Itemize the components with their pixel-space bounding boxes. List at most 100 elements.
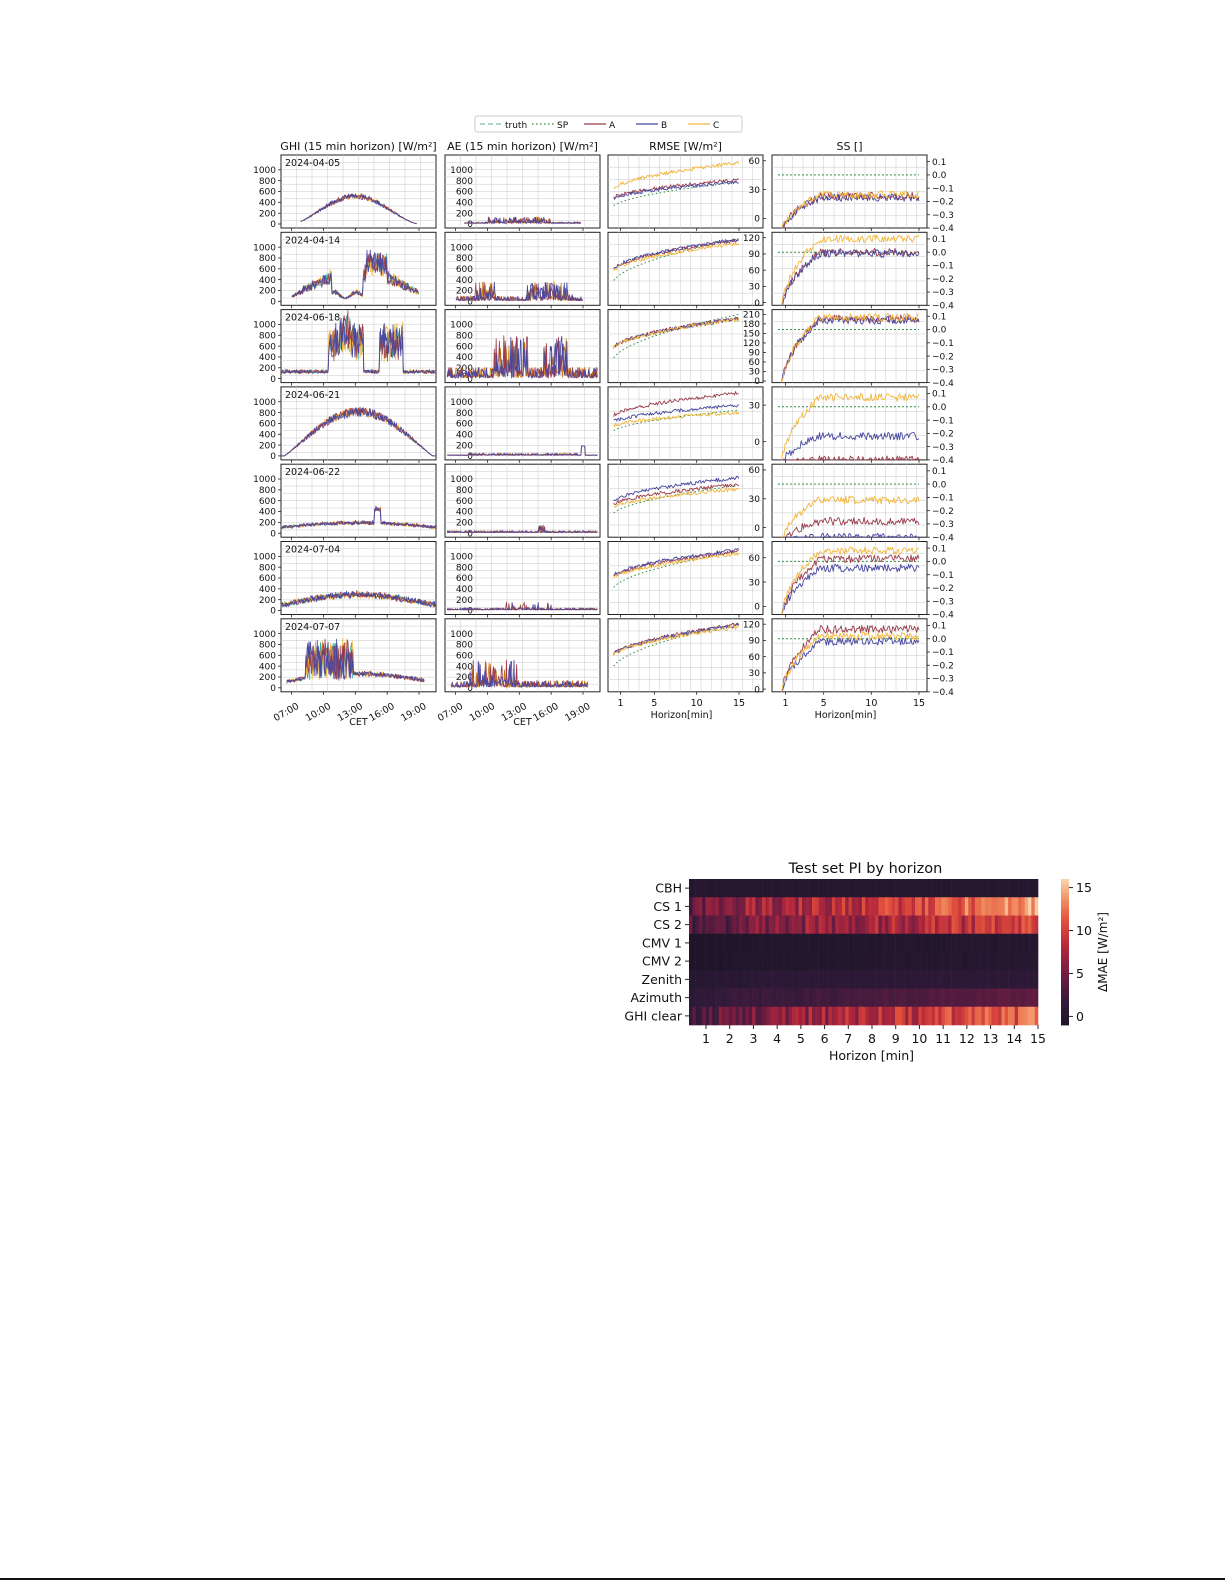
heatmap-cell: [838, 897, 843, 916]
heatmap-cell: [752, 879, 756, 898]
heatmap-cell: [845, 1006, 849, 1026]
heatmap-cell: [738, 915, 743, 935]
heatmap-cell: [748, 879, 753, 898]
heatmap-cell: [692, 952, 696, 971]
heatmap-cell: [695, 970, 700, 989]
legend-label-B: B: [661, 121, 667, 131]
heatmap-cell: [715, 952, 720, 971]
heatmap-cell: [762, 1006, 766, 1026]
heatmap-cell: [961, 879, 966, 898]
heatmap-cell: [948, 933, 952, 953]
heatmap-cell: [798, 952, 803, 971]
heatmap-cell: [1014, 1006, 1019, 1026]
ghi-ytick-label: 0: [270, 529, 276, 539]
heatmap-cell: [908, 1006, 912, 1026]
ghi-series-A: [281, 406, 436, 457]
heatmap-cell: [841, 897, 846, 916]
heatmap-cell: [924, 988, 929, 1008]
heatmap-cell: [1028, 1006, 1032, 1026]
heatmap-cell: [788, 988, 793, 1008]
heatmap-cell: [981, 915, 986, 935]
heatmap-cell: [841, 988, 846, 1008]
rmse-series-C: [613, 410, 740, 428]
heatmap-cell: [785, 897, 790, 916]
rmse-series-C: [613, 317, 740, 350]
heatmap-cell: [908, 933, 912, 953]
heatmap-cell: [928, 915, 932, 935]
heatmap-cell: [732, 988, 736, 1008]
ss-series-C: [781, 234, 920, 306]
heatmap-cell: [931, 1006, 936, 1026]
ghi-ytick-label: 1000: [253, 630, 276, 640]
heatmap-cell: [954, 970, 959, 989]
ss-panel-2024-06-21: −0.4 −0.3 −0.2 −0.1 0.0 0.1: [771, 386, 954, 466]
ss-ytick-label: 0.1: [932, 390, 946, 400]
heatmap-cell: [988, 988, 992, 1008]
heatmap-cell: [795, 970, 799, 989]
heatmap-cell: [738, 897, 743, 916]
heatmap-cell: [695, 897, 700, 916]
heatmap-cell: [748, 1006, 753, 1026]
heatmap-cell: [865, 879, 869, 898]
heatmap-cell: [828, 897, 833, 916]
heatmap-cell: [748, 933, 753, 953]
heatmap-cell: [891, 988, 896, 1008]
ghi-ytick-label: 400: [259, 662, 276, 672]
ss-ytick-label: −0.1: [932, 339, 954, 349]
heatmap-cell: [881, 915, 886, 935]
heatmap-cell: [885, 970, 889, 989]
rmse-ytick-label: 30: [749, 283, 761, 293]
heatmap-cell: [938, 1006, 942, 1026]
heatmap-cell: [1034, 915, 1039, 935]
colorbar-segment: [1061, 998, 1069, 1002]
heatmap-cell: [1028, 897, 1032, 916]
heatmap-cell: [1014, 915, 1019, 935]
heatmap-cell: [915, 952, 919, 971]
heatmap-cell: [895, 915, 899, 935]
heatmap-cell: [1018, 1006, 1022, 1026]
colorbar-segment: [1061, 932, 1069, 936]
heatmap-cell: [988, 1006, 992, 1026]
heatmap-cell: [702, 988, 706, 1008]
heatmap-cell: [821, 879, 826, 898]
heatmap-cell: [901, 970, 906, 989]
heatmap-cell: [958, 952, 962, 971]
heatmap-cell: [722, 879, 726, 898]
heatmap-cell: [792, 879, 796, 898]
heatmap-cell: [778, 933, 783, 953]
ss-xlabel: Horizon[min]: [815, 710, 877, 721]
heatmap-cell: [1014, 970, 1019, 989]
heatmap-cell: [1011, 1006, 1016, 1026]
heatmap-cell: [745, 879, 750, 898]
ghi-ytick-label: 400: [259, 353, 276, 363]
heatmap-cell: [838, 1006, 843, 1026]
heatmap-cell: [768, 933, 773, 953]
ss-ytick-label: −0.1: [932, 648, 954, 658]
heatmap-cell: [689, 1006, 693, 1026]
heatmap-cell: [964, 1006, 969, 1026]
ghi-ytick-label: 1000: [253, 398, 276, 408]
rmse-ytick-label: 90: [749, 349, 761, 359]
ghi-ytick-label: 200: [259, 596, 276, 606]
heatmap-cell: [1001, 1006, 1006, 1026]
heatmap-cell: [718, 879, 723, 898]
heatmap-cell: [718, 988, 723, 1008]
heatmap-cell: [831, 897, 836, 916]
heatmap-cell: [745, 933, 750, 953]
heatmap-cell: [838, 988, 843, 1008]
ss-ytick-label: −0.3: [932, 443, 954, 453]
heatmap-cell: [1001, 915, 1006, 935]
heatmap-cell: [865, 952, 869, 971]
ghi-series-B: [291, 249, 419, 299]
ae-ytick-label: 400: [456, 199, 473, 209]
heatmap-cell: [971, 970, 976, 989]
heatmap-cell: [924, 897, 929, 916]
heatmap-xtick-label: 8: [868, 1031, 876, 1046]
heatmap-cell: [948, 915, 952, 935]
ss-ytick-label: −0.4: [932, 611, 954, 621]
heatmap-xtick-label: 9: [892, 1031, 900, 1046]
heatmap-cell: [792, 988, 796, 1008]
heatmap-cell: [988, 897, 992, 916]
heatmap-cell: [732, 879, 736, 898]
